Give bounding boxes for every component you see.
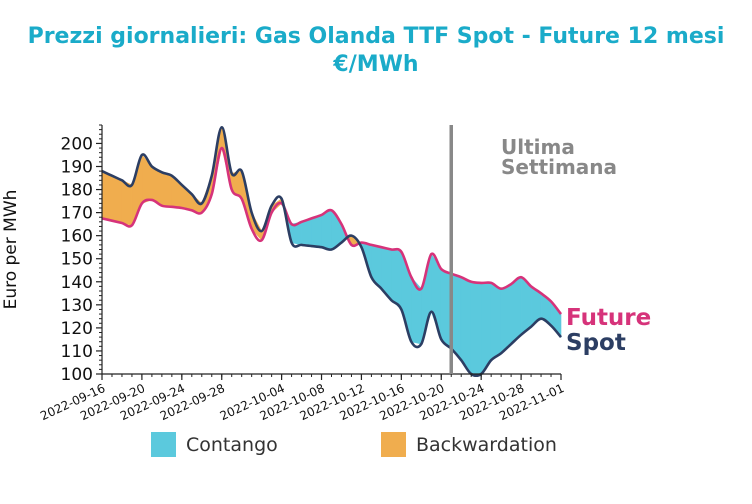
legend-swatch-contango	[151, 432, 176, 457]
contango-area-segment	[490, 282, 502, 361]
backwardation-area-segment	[111, 175, 123, 224]
y-tick-label: 120	[61, 319, 93, 339]
y-tick-label: 150	[61, 250, 93, 270]
future-line	[101, 146, 563, 315]
legend-item-contango: Contango	[151, 432, 278, 457]
contango-area-segment	[500, 283, 512, 354]
legend-item-backwardation: Backwardation	[381, 432, 557, 457]
series-lines	[101, 126, 563, 378]
contango-area-segment	[321, 209, 332, 250]
y-axis-label: Euro per MWh	[1, 190, 21, 310]
y-tick-label: 180	[61, 181, 93, 201]
contango-area-segment	[311, 214, 322, 248]
y-tick-label: 200	[61, 134, 93, 154]
y-tick-label: 190	[61, 158, 93, 178]
backwardation-area-segment	[161, 171, 173, 208]
y-tick-label: 130	[61, 296, 93, 316]
y-tick-label: 170	[61, 204, 93, 224]
y-tick-label: 110	[61, 342, 93, 362]
chart-title: Prezzi giornalieri: Gas Olanda TTF Spot …	[27, 24, 725, 49]
backwardation-area-segment	[101, 170, 113, 222]
end-label-future: Future	[566, 305, 651, 331]
y-tick-label: 160	[61, 227, 93, 247]
spot-line	[101, 126, 562, 378]
backwardation-area-segment	[351, 234, 359, 246]
contango-area-segment	[470, 281, 482, 375]
end-label-spot: Spot	[566, 330, 626, 356]
chart-subtitle: €/MWh	[333, 52, 419, 77]
y-tick-label: 140	[61, 273, 93, 293]
legend-swatch-backwardation	[381, 432, 406, 457]
y-tick-label: 100	[61, 365, 93, 385]
contango-area-segment	[510, 276, 522, 345]
contango-area-segment	[460, 276, 472, 375]
annotation-settimana: Settimana	[501, 155, 617, 179]
annotation-ultima: Ultima	[501, 135, 575, 159]
legend-label-contango: Contango	[186, 433, 278, 456]
legend-label-backwardation: Backwardation	[416, 433, 557, 456]
contango-area-segment	[371, 244, 382, 290]
axes: 1001101201301401501601701801902002022-09…	[1, 124, 566, 423]
